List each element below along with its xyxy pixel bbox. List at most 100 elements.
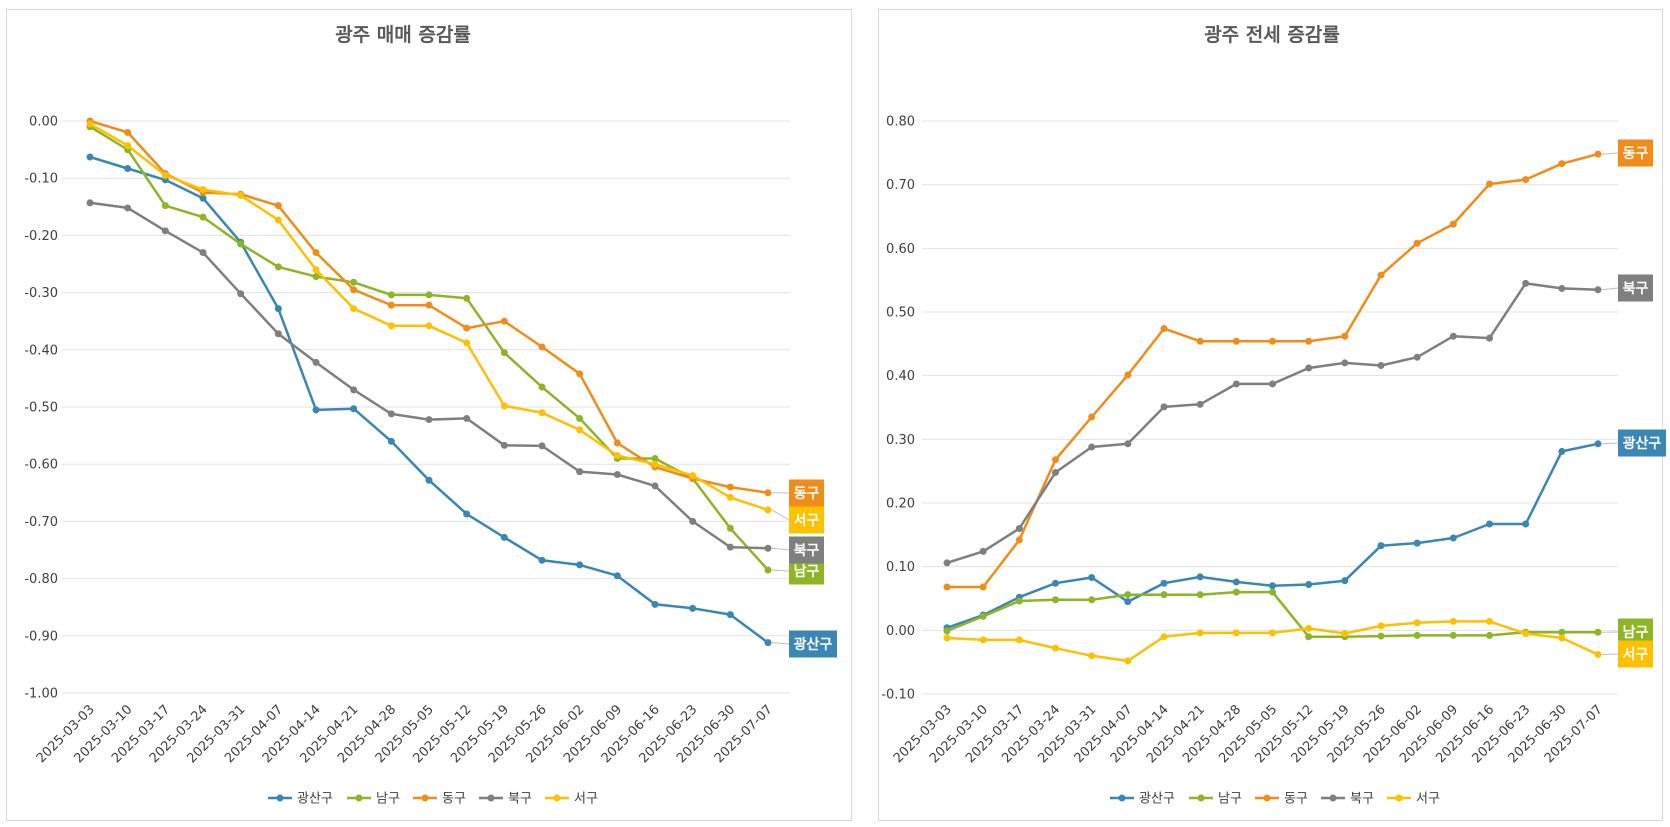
- data-point-광산구: [86, 153, 94, 161]
- end-label-leader: [1601, 287, 1619, 291]
- end-label-광산구: 광산구: [794, 636, 833, 653]
- legend-swatch-dot: [1263, 794, 1271, 802]
- data-point-북구: [651, 482, 659, 490]
- data-point-남구: [237, 240, 245, 248]
- data-point-남구: [538, 383, 546, 391]
- legend-swatch-dot: [1197, 794, 1205, 802]
- data-point-북구: [1449, 332, 1457, 340]
- y-tick-label: 0.00: [886, 624, 915, 639]
- data-point-동구: [350, 286, 358, 294]
- legend-swatch-dot: [1329, 794, 1337, 802]
- data-point-광산구: [1558, 447, 1566, 455]
- y-tick-label: -0.50: [24, 401, 58, 416]
- end-label-box-서구: [1618, 640, 1653, 668]
- data-point-남구: [1232, 588, 1240, 596]
- end-label-box-광산구: [789, 630, 837, 658]
- data-point-동구: [1124, 371, 1132, 379]
- legend-label: 북구: [1350, 792, 1374, 807]
- end-label-leader: [1601, 152, 1619, 155]
- data-point-남구: [1269, 588, 1276, 596]
- y-tick-label: -1.00: [24, 687, 58, 702]
- data-point-남구: [1558, 628, 1566, 636]
- legend-item-북구[interactable]: 북구: [1321, 792, 1374, 807]
- data-point-남구: [1015, 597, 1023, 605]
- legend-item-동구[interactable]: 동구: [413, 792, 466, 807]
- data-point-동구: [764, 489, 772, 497]
- data-point-남구: [500, 349, 508, 357]
- end-label-leader: [771, 547, 790, 551]
- data-point-서구: [1486, 617, 1493, 625]
- end-label-북구: 북구: [794, 543, 820, 559]
- data-point-광산구: [199, 194, 207, 202]
- legend-item-서구[interactable]: 서구: [1387, 792, 1440, 807]
- end-label-남구: 남구: [1623, 624, 1649, 641]
- data-point-북구: [538, 442, 546, 450]
- legend-item-동구[interactable]: 동구: [1255, 792, 1308, 807]
- data-point-동구: [1088, 413, 1096, 421]
- data-point-북구: [1088, 443, 1096, 451]
- data-point-남구: [274, 263, 282, 271]
- data-point-서구: [350, 305, 358, 313]
- data-point-동구: [1341, 332, 1349, 340]
- chart-title: 광주 매매 증감률: [335, 24, 471, 46]
- data-point-광산구: [274, 305, 282, 313]
- data-point-동구: [463, 324, 471, 332]
- data-point-남구: [1160, 591, 1168, 599]
- end-label-서구: 서구: [1623, 647, 1649, 663]
- data-point-북구: [689, 517, 697, 525]
- legend-swatch-dot: [355, 794, 363, 802]
- data-point-서구: [463, 339, 471, 347]
- data-point-북구: [1052, 468, 1059, 476]
- data-point-남구: [1088, 596, 1096, 604]
- data-point-북구: [500, 441, 508, 449]
- data-point-동구: [1558, 160, 1566, 168]
- data-point-광산구: [1124, 598, 1132, 606]
- legend-label: 서구: [574, 792, 598, 807]
- data-point-북구: [943, 559, 951, 567]
- data-point-남구: [1486, 631, 1493, 639]
- data-point-광산구: [1413, 539, 1421, 547]
- data-point-북구: [1486, 334, 1493, 342]
- data-point-광산구: [1088, 573, 1096, 581]
- data-point-서구: [274, 216, 282, 224]
- data-point-서구: [312, 266, 320, 274]
- legend-item-광산구[interactable]: 광산구: [1110, 792, 1175, 807]
- left-chart: 광주 매매 증감률 0.00 -0.10 -0.20 -0.30 -0.40 -0.50 -0…: [24, 24, 837, 807]
- legend-swatch-dot: [553, 794, 561, 802]
- legend-swatch-dot: [487, 794, 495, 802]
- data-point-동구: [1305, 337, 1313, 345]
- data-point-북구: [1558, 284, 1566, 292]
- end-label-서구: 서구: [794, 513, 820, 529]
- data-point-북구: [764, 544, 772, 552]
- legend-label: 동구: [442, 792, 466, 807]
- data-point-동구: [124, 128, 132, 136]
- data-point-남구: [1594, 628, 1602, 636]
- legend-item-서구[interactable]: 서구: [545, 792, 598, 807]
- legend-item-남구[interactable]: 남구: [347, 792, 400, 807]
- end-label-leader: [771, 642, 790, 645]
- legend-item-광산구[interactable]: 광산구: [268, 792, 333, 807]
- data-point-광산구: [651, 600, 659, 608]
- y-tick-label: -0.40: [24, 343, 58, 358]
- legend-item-남구[interactable]: 남구: [1189, 792, 1242, 807]
- data-point-광산구: [1522, 520, 1530, 528]
- sales-chart-panel: [6, 9, 852, 821]
- data-point-서구: [689, 472, 697, 480]
- legend-item-북구[interactable]: 북구: [479, 792, 532, 807]
- legend-label: 동구: [1284, 792, 1308, 807]
- data-point-북구: [1413, 353, 1421, 361]
- data-point-동구: [1522, 176, 1530, 184]
- data-point-북구: [1124, 440, 1132, 448]
- data-point-동구: [1160, 325, 1168, 333]
- data-point-서구: [943, 634, 951, 642]
- data-point-북구: [1196, 400, 1204, 408]
- end-label-leader: [771, 509, 790, 521]
- data-point-동구: [1232, 337, 1240, 345]
- end-label-box-북구: [1618, 274, 1653, 302]
- data-point-광산구: [312, 406, 320, 414]
- data-point-북구: [576, 468, 584, 476]
- data-point-남구: [1449, 631, 1457, 639]
- right-chart: 광주 전세 증감률 0.80 0.70 0.60 0.50 0.40 0.30 0.20 0.1…: [881, 24, 1666, 807]
- data-point-서구: [500, 402, 508, 410]
- data-point-북구: [1160, 403, 1168, 411]
